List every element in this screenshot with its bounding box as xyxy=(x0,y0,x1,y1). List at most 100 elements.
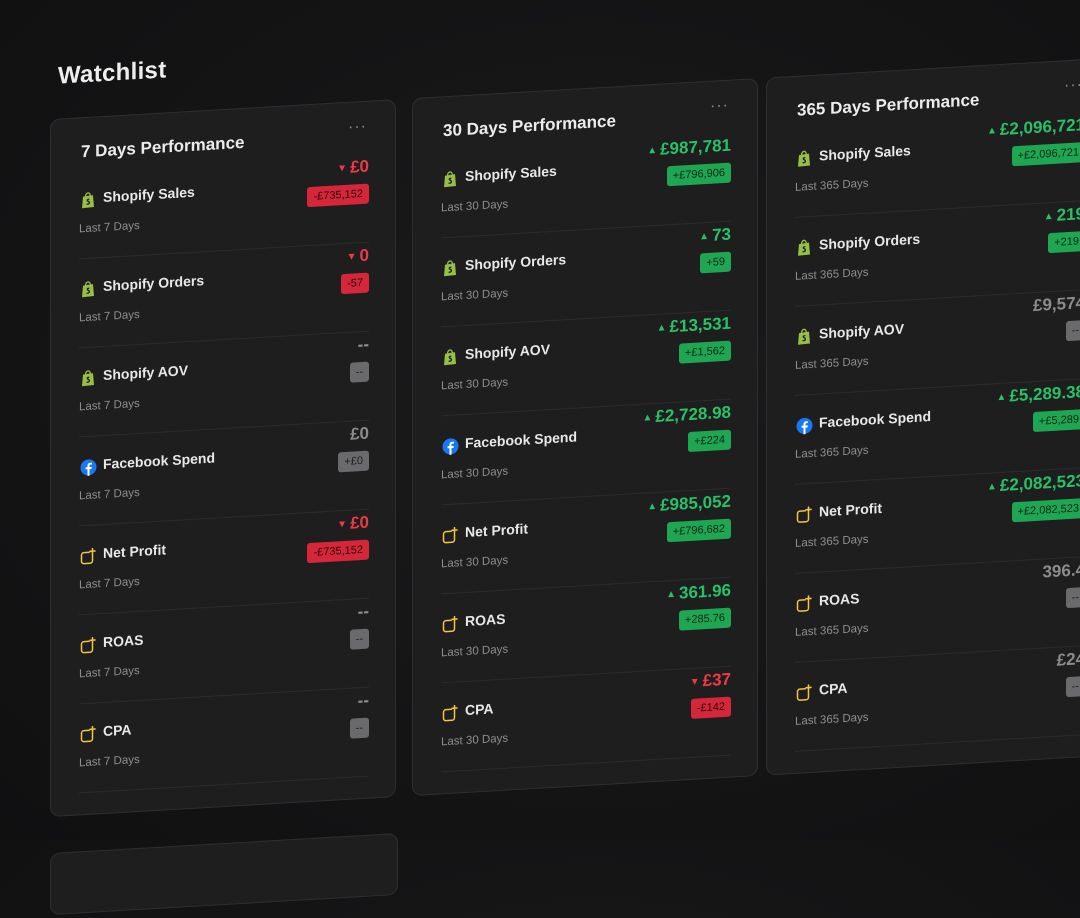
metric-name: Shopify Sales xyxy=(103,183,195,206)
metric-row[interactable]: ROAS Last 365 Days 396.4 -- xyxy=(795,557,1080,663)
more-options-icon[interactable]: ··· xyxy=(1064,76,1080,95)
custom-metric-icon xyxy=(79,546,97,565)
change-badge: +59 xyxy=(700,251,731,274)
next-panel-card xyxy=(50,832,398,916)
metric-row[interactable]: Shopify AOV Last 30 Days ▲ £13,531 +£1,562 xyxy=(441,310,731,417)
metric-name: Facebook Spend xyxy=(465,428,578,452)
metric-period: Last 365 Days xyxy=(795,177,869,194)
metric-value-text: £37 xyxy=(702,669,731,691)
metric-name: Shopify AOV xyxy=(819,320,905,342)
change-badge: +285.76 xyxy=(678,607,731,631)
metric-row[interactable]: Facebook Spend Last 30 Days ▲ £2,728.98 +£22… xyxy=(441,399,731,506)
trend-up-icon: ▲ xyxy=(666,588,676,601)
metric-period: Last 7 Days xyxy=(79,486,140,503)
change-badge: -- xyxy=(349,717,369,739)
metric-row[interactable]: Net Profit Last 30 Days ▲ £985,052 +£796,682 xyxy=(441,488,731,595)
panel-30-days: 30 Days Performance ··· Shopify Sales Las… xyxy=(412,78,758,797)
facebook-icon xyxy=(795,416,813,435)
shopify-icon xyxy=(441,347,459,366)
panel-title: 30 Days Performance xyxy=(443,111,616,141)
trend-up-icon: ▲ xyxy=(987,125,997,137)
metric-row[interactable]: Shopify Sales Last 365 Days ▲ £2,096,721 +£2… xyxy=(795,112,1080,218)
metric-value-text: £985,052 xyxy=(660,491,731,515)
shopify-icon xyxy=(441,169,459,188)
metric-name: Shopify Orders xyxy=(819,230,921,253)
metric-list: Shopify Sales Last 365 Days ▲ £2,096,721 +£2… xyxy=(767,59,1080,752)
metric-name: ROAS xyxy=(103,631,144,651)
custom-metric-icon xyxy=(441,525,459,544)
metric-period: Last 7 Days xyxy=(79,308,140,325)
metric-row[interactable]: Shopify Orders Last 7 Days ▼ 0 -57 xyxy=(79,242,369,349)
metric-value: ▼ £0 xyxy=(337,513,369,535)
more-options-icon[interactable]: ··· xyxy=(348,117,367,136)
metric-row[interactable]: CPA Last 30 Days ▼ £37 -£142 xyxy=(441,666,731,773)
metric-value: ▲ £2,728.98 xyxy=(642,403,731,428)
metric-value: ▼ £0 xyxy=(337,157,369,179)
change-badge: +£224 xyxy=(688,429,731,453)
metric-value: £0 xyxy=(350,424,369,445)
trend-down-icon: ▼ xyxy=(346,251,357,263)
shopify-icon xyxy=(79,368,97,387)
metric-value-text: £13,531 xyxy=(669,313,731,337)
trend-up-icon: ▲ xyxy=(647,500,658,513)
metric-row[interactable]: Net Profit Last 365 Days ▲ £2,082,523 +£2,08… xyxy=(795,468,1080,574)
trend-down-icon: ▼ xyxy=(689,676,700,688)
metric-row[interactable]: ROAS Last 7 Days -- -- xyxy=(79,598,369,705)
metric-row[interactable]: Shopify Sales Last 7 Days ▼ £0 -£735,152 xyxy=(79,153,369,260)
custom-metric-icon xyxy=(795,683,813,702)
metric-name: Facebook Spend xyxy=(103,449,216,473)
metric-row[interactable]: Shopify Orders Last 365 Days ▲ 219 +219 xyxy=(795,201,1080,307)
metric-row[interactable]: CPA Last 7 Days -- -- xyxy=(79,687,369,794)
metric-value: ▲ £987,781 xyxy=(647,136,731,161)
metric-value: -- xyxy=(358,335,369,356)
change-badge: +£5,289 xyxy=(1032,409,1080,433)
metric-name: Shopify Sales xyxy=(819,142,911,164)
metric-value: £24 xyxy=(1057,649,1080,671)
metric-value-text: £5,289.38 xyxy=(1009,382,1080,406)
metric-value: -- xyxy=(358,602,369,623)
change-badge: +£2,082,523 xyxy=(1011,498,1080,523)
more-options-icon[interactable]: ··· xyxy=(710,96,729,115)
metric-value-text: £0 xyxy=(350,156,369,177)
metric-row[interactable]: Shopify Orders Last 30 Days ▲ 73 +59 xyxy=(441,221,731,328)
metric-name: Facebook Spend xyxy=(819,408,932,431)
change-badge: +£1,562 xyxy=(678,340,731,364)
metric-value-text: £987,781 xyxy=(660,135,731,159)
metric-value: -- xyxy=(358,691,369,712)
change-badge: -- xyxy=(349,361,369,383)
metric-value-text: 361.96 xyxy=(679,580,731,603)
metric-row[interactable]: Net Profit Last 7 Days ▼ £0 -£735,152 xyxy=(79,509,369,616)
metric-value-text: £24 xyxy=(1056,649,1080,670)
metric-value-text: 219 xyxy=(1056,204,1080,225)
custom-metric-icon xyxy=(795,505,813,524)
metric-period: Last 30 Days xyxy=(441,554,509,571)
change-badge: -- xyxy=(1065,320,1080,342)
trend-up-icon: ▲ xyxy=(642,412,653,424)
metric-period: Last 30 Days xyxy=(441,287,509,304)
metric-row[interactable]: Shopify AOV Last 7 Days -- -- xyxy=(79,331,369,438)
metric-period: Last 365 Days xyxy=(795,622,869,639)
trend-down-icon: ▼ xyxy=(337,518,348,531)
metric-period: Last 30 Days xyxy=(441,198,509,215)
trend-down-icon: ▼ xyxy=(337,162,348,175)
metric-value: ▲ £985,052 xyxy=(647,492,731,517)
metric-value-text: £9,574 xyxy=(1033,293,1080,316)
metric-list: Shopify Sales Last 7 Days ▼ £0 -£735,152 Shop… xyxy=(51,100,395,794)
metric-row[interactable]: Facebook Spend Last 365 Days ▲ £5,289.38 +£5… xyxy=(795,379,1080,485)
panel-title: 7 Days Performance xyxy=(81,132,245,162)
metric-value: ▲ 361.96 xyxy=(666,581,731,605)
metric-row[interactable]: ROAS Last 30 Days ▲ 361.96 +285.76 xyxy=(441,577,731,684)
metric-period: Last 365 Days xyxy=(795,266,869,283)
metric-row[interactable]: Shopify Sales Last 30 Days ▲ £987,781 +£796,… xyxy=(441,132,731,239)
metric-row[interactable]: CPA Last 365 Days £24 -- xyxy=(795,646,1080,752)
metric-row[interactable]: Shopify AOV Last 365 Days £9,574 -- xyxy=(795,290,1080,396)
metric-value-text: £2,096,721 xyxy=(999,115,1080,140)
metric-period: Last 30 Days xyxy=(441,465,509,482)
metric-name: Net Profit xyxy=(819,499,882,520)
metric-name: CPA xyxy=(819,679,848,698)
trend-up-icon: ▲ xyxy=(1043,210,1054,223)
metric-value-text: -- xyxy=(357,601,369,622)
metric-period: Last 365 Days xyxy=(795,444,869,461)
metric-row[interactable]: Facebook Spend Last 7 Days £0 +£0 xyxy=(79,420,369,527)
metric-value-text: 73 xyxy=(712,224,731,245)
